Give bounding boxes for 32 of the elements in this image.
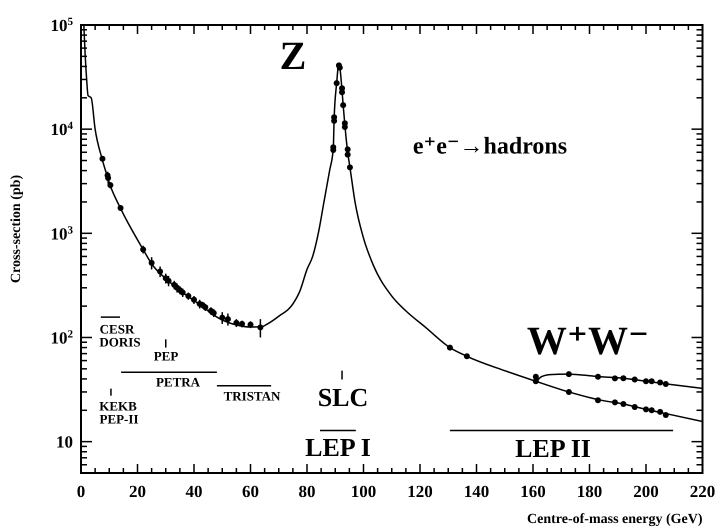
y-tick-label: 10$^{5}$ xyxy=(50,16,74,35)
y-tick-label: 10 xyxy=(56,432,73,452)
annotation: e⁺e⁻→hadrons xyxy=(412,133,568,160)
annotation: DORIS xyxy=(99,334,141,350)
annotation: PEP xyxy=(154,348,178,364)
annotation: LEP I xyxy=(305,433,371,462)
annotation: LEP II xyxy=(515,434,591,464)
annotation: CESR xyxy=(100,322,135,337)
x-tick-label: 80 xyxy=(298,482,316,501)
annotation: W⁺W⁻ xyxy=(526,318,650,363)
annotation: TRISTAN xyxy=(224,388,282,404)
annotation: PEP-II xyxy=(100,412,138,427)
annotation: SLC xyxy=(318,383,368,412)
y-axis-title: Cross-section (pb) xyxy=(9,174,24,284)
x-tick-label: 160 xyxy=(520,482,546,501)
x-axis-title: Centre-of-mass energy (GeV) xyxy=(527,512,703,527)
x-tick-label: 20 xyxy=(129,482,146,501)
x-tick-label: 200 xyxy=(633,482,659,501)
annotation: Z xyxy=(280,33,306,78)
x-tick-label: 40 xyxy=(186,482,202,501)
y-tick-label: 10$^{3}$ xyxy=(50,224,74,244)
x-tick-label: 0 xyxy=(76,482,86,501)
x-tick-label: 220 xyxy=(690,482,716,501)
x-tick-label: 140 xyxy=(464,482,490,501)
x-tick-label: 180 xyxy=(576,482,602,501)
x-tick-label: 60 xyxy=(242,482,259,501)
annotation: PETRA xyxy=(156,374,201,390)
x-tick-label: 120 xyxy=(407,482,433,501)
annotation: KEKB xyxy=(99,398,138,414)
y-tick-label: 10$^{2}$ xyxy=(50,328,74,348)
x-tick-label: 100 xyxy=(350,482,376,501)
y-tick-label: 10$^{4}$ xyxy=(50,120,74,140)
